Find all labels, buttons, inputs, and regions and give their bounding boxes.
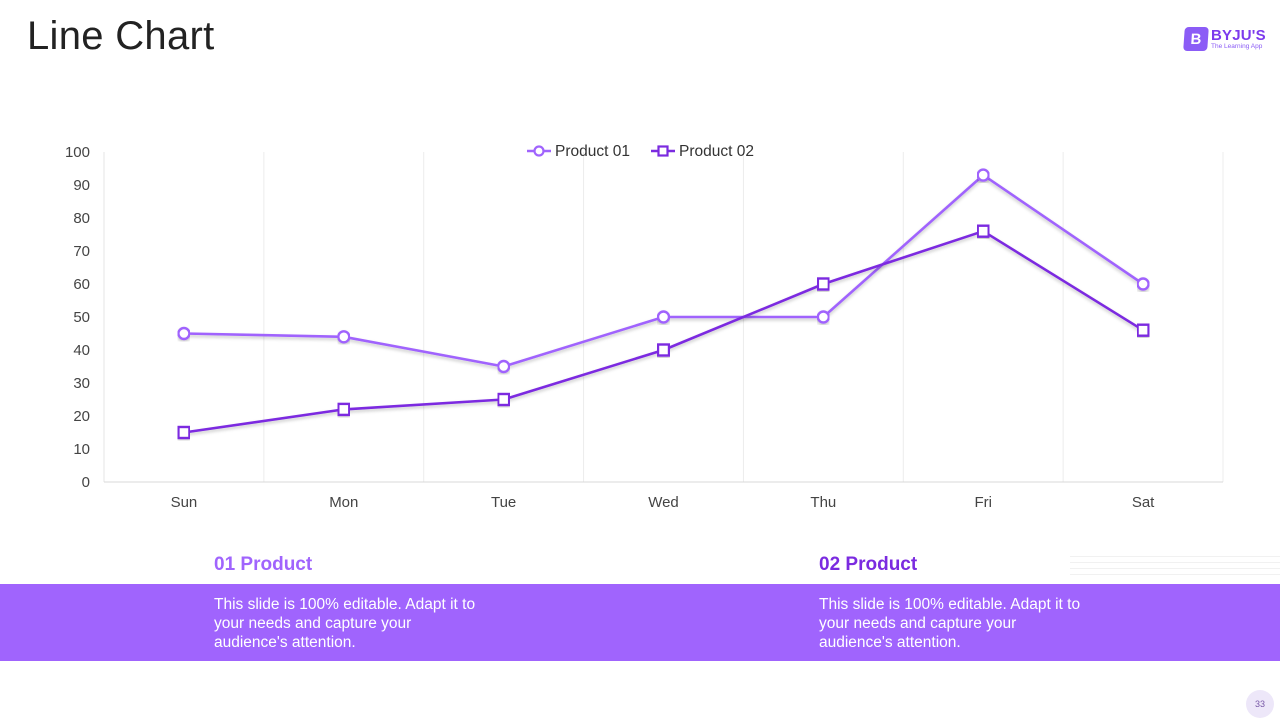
series-2-point — [1136, 323, 1150, 337]
x-tick-label: Sat — [1132, 494, 1155, 511]
product-1-title: 01 Product — [214, 554, 313, 575]
legend-label: Product 01 — [555, 143, 630, 160]
logo-name: BYJU'S — [1211, 26, 1266, 44]
y-tick-label: 70 — [73, 243, 90, 260]
series-1-point — [816, 310, 831, 324]
x-tick-label: Tue — [491, 494, 516, 511]
series-2-point — [656, 343, 671, 357]
legend-marker — [533, 145, 545, 157]
y-tick-label: 60 — [73, 276, 90, 293]
description-band — [0, 584, 1280, 661]
series-1-point — [976, 168, 990, 182]
x-tick-label: Fri — [974, 494, 992, 511]
series-1-point — [656, 310, 671, 324]
series-1-point — [496, 359, 511, 374]
y-tick-label: 20 — [73, 408, 90, 425]
x-tick-label: Wed — [648, 494, 679, 511]
series-line-2 — [183, 229, 1144, 434]
line-chart: 0 10 20 30 40 50 60 70 80 90 100 Sun Mon Tue Wed Thu Fri… — [65, 143, 1224, 511]
series-1-point — [1136, 277, 1150, 291]
y-tick-label: 30 — [73, 375, 90, 392]
series-1-point — [177, 326, 191, 341]
y-tick-label: 90 — [73, 177, 90, 194]
decorative-lines — [1070, 556, 1280, 580]
y-tick-label: 10 — [73, 441, 90, 458]
series-2-point — [496, 392, 511, 407]
x-tick-label: Mon — [329, 494, 358, 511]
product-2-title: 02 Product — [819, 554, 918, 575]
series-line-1 — [183, 173, 1144, 368]
byjus-logo: B BYJU'S The Learning App — [1183, 26, 1266, 52]
y-tick-label: 100 — [65, 144, 90, 161]
page-number: 33 — [1246, 690, 1274, 718]
series-2-point — [976, 224, 990, 238]
series-1-point — [337, 330, 351, 344]
series-2-point — [177, 425, 191, 440]
y-tick-label: 40 — [73, 342, 90, 359]
y-tick-label: 0 — [82, 474, 90, 491]
y-tick-label: 50 — [73, 309, 90, 326]
x-tick-label: Sun — [171, 494, 198, 511]
product-2-description: This slide is 100% editable. Adapt it to… — [819, 596, 1081, 651]
slide-title: Line Chart — [27, 14, 215, 58]
legend-marker — [657, 145, 669, 157]
y-tick-label: 80 — [73, 210, 90, 227]
series-2-point — [816, 277, 831, 291]
x-tick-label: Thu — [810, 494, 836, 511]
logo-tagline: The Learning App — [1211, 42, 1263, 50]
product-1-description: This slide is 100% editable. Adapt it to… — [214, 596, 476, 651]
legend-label: Product 02 — [679, 143, 754, 160]
series-2-point — [337, 402, 351, 417]
